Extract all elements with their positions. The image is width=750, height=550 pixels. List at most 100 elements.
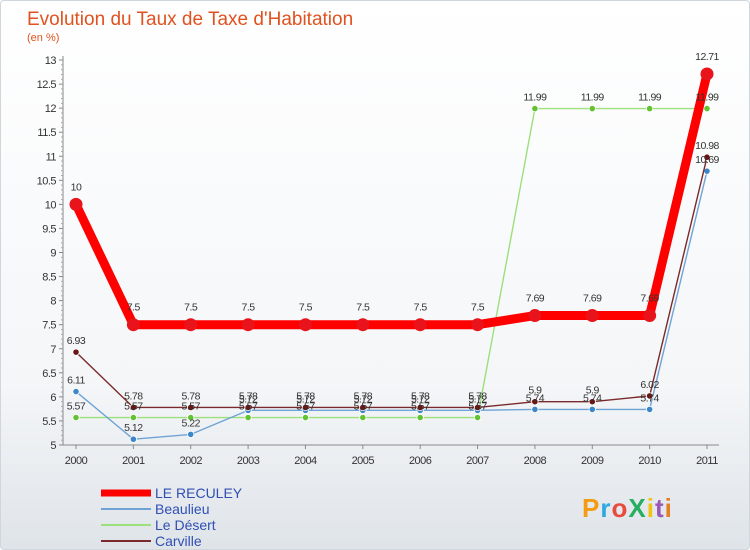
data-point-carville (473, 403, 482, 412)
data-point-beaulieu (646, 405, 654, 413)
data-label-beaulieu: 10.69 (695, 154, 719, 166)
logo-letter: o (611, 493, 628, 523)
y-tick-label: 11.5 (37, 127, 56, 139)
data-point-carville (416, 403, 424, 412)
data-label-le-desert: 5.57 (468, 401, 487, 413)
data-point-carville (244, 403, 252, 412)
data-label-le-reculey: 7.69 (526, 293, 545, 305)
legend-label-le-desert: Le Désert (155, 517, 216, 533)
data-point-beaulieu (588, 405, 596, 413)
data-label-carville: 5.9 (528, 385, 542, 397)
y-tick-label: 6.5 (42, 368, 56, 380)
x-tick-label: 2002 (179, 455, 202, 467)
x-tick-label: 2009 (581, 455, 604, 467)
data-label-le-desert: 5.57 (411, 401, 430, 413)
x-tick-label: 2008 (524, 455, 547, 467)
logo-letter: i (665, 493, 673, 523)
y-tick-label: 5.5 (42, 416, 56, 428)
y-tick-label: 9.5 (42, 223, 56, 235)
data-label-le-reculey: 7.5 (356, 302, 370, 314)
logo-letter: t (655, 493, 665, 523)
data-label-beaulieu: 6.11 (67, 375, 85, 387)
legend-label-carville: Carville (155, 533, 202, 549)
data-point-beaulieu (531, 405, 539, 413)
data-label-beaulieu: 5.74 (640, 392, 659, 404)
chart-title: Evolution du Taux de Taxe d'Habitation (27, 9, 353, 30)
data-point-le-reculey (69, 197, 83, 211)
series-line-le-desert (75, 107, 708, 419)
data-label-le-reculey: 7.5 (471, 302, 485, 314)
y-tick-label: 12 (45, 103, 57, 115)
data-point-le-reculey (643, 309, 657, 323)
logo-letter: P (582, 493, 600, 523)
data-label-le-desert: 5.57 (67, 401, 86, 413)
data-label-le-desert: 11.99 (523, 92, 547, 104)
data-label-le-desert: 11.99 (581, 92, 605, 104)
data-point-le-reculey (184, 318, 198, 332)
data-point-le-desert (531, 105, 539, 113)
data-label-beaulieu: 5.72 (239, 393, 258, 405)
x-tick-label: 2010 (638, 455, 661, 467)
data-point-le-desert (244, 413, 252, 422)
data-label-beaulieu: 5.12 (124, 422, 143, 434)
data-label-le-desert: 11.99 (696, 92, 720, 104)
y-tick-label: 9 (50, 248, 56, 260)
y-tick-label: 6 (50, 392, 56, 404)
y-tick-label: 8 (50, 296, 56, 308)
data-label-carville: 5.78 (296, 390, 315, 402)
data-point-le-reculey (126, 318, 140, 332)
y-tick-label: 10.5 (37, 175, 57, 187)
legend-label-le-reculey: LE RECULEY (155, 485, 243, 501)
data-point-carville (129, 403, 137, 412)
x-tick-label: 2007 (466, 455, 489, 467)
data-point-le-reculey (471, 318, 485, 332)
x-tick-label: 2000 (65, 455, 88, 467)
data-labels: 5.57 5.57 5.57 5.57 5.57 5.57 5.57 5.57 11.99 11.… (67, 51, 720, 434)
data-label-le-reculey: 12.71 (695, 51, 719, 63)
data-label-le-desert: 11.99 (638, 92, 662, 104)
series-layer (69, 67, 714, 443)
data-label-beaulieu: 5.72 (468, 393, 487, 405)
x-tick-label: 2004 (294, 455, 317, 467)
y-tick-label: 10 (45, 199, 57, 211)
data-point-le-reculey (356, 318, 370, 332)
data-point-le-reculey (298, 318, 312, 332)
data-point-le-reculey (241, 318, 255, 332)
series-line-beaulieu (75, 170, 708, 440)
data-label-le-desert: 5.57 (239, 401, 258, 413)
data-point-beaulieu (129, 435, 137, 443)
data-label-le-desert: 5.57 (354, 401, 373, 413)
chart-subtitle: (en %) (27, 32, 59, 44)
x-tick-label: 2011 (696, 455, 718, 467)
data-label-le-reculey: 7.69 (640, 293, 659, 305)
data-label-carville: 5.78 (411, 390, 430, 402)
data-label-le-reculey: 7.5 (127, 302, 141, 314)
data-point-le-desert (129, 413, 137, 422)
data-label-carville: 10.98 (695, 140, 719, 152)
data-label-le-reculey: 10 (71, 181, 82, 193)
data-point-le-desert (187, 413, 195, 422)
data-label-le-desert: 5.57 (124, 401, 143, 413)
data-label-le-reculey: 7.5 (414, 302, 428, 314)
series-line-le-reculey (71, 69, 712, 330)
data-label-carville: 6.93 (67, 335, 86, 347)
legend-label-beaulieu: Beaulieu (155, 501, 210, 517)
data-point-beaulieu (187, 430, 195, 439)
data-label-beaulieu: 5.22 (182, 417, 201, 429)
data-point-le-desert (473, 413, 482, 422)
data-label-beaulieu: 5.74 (526, 392, 545, 404)
data-point-beaulieu (72, 387, 80, 396)
data-label-le-reculey: 7.5 (242, 302, 256, 314)
y-tick-label: 5 (50, 440, 56, 452)
x-tick-label: 2003 (237, 455, 260, 467)
data-label-beaulieu: 5.72 (296, 393, 315, 405)
x-tick-label: 2005 (352, 455, 375, 467)
logo-letter: i (647, 493, 655, 523)
data-point-le-desert (301, 413, 310, 422)
data-point-le-desert (72, 413, 80, 422)
data-label-carville: 5.78 (468, 390, 487, 402)
x-tick-label: 2001 (122, 455, 145, 467)
y-tick-label: 11 (46, 151, 57, 163)
